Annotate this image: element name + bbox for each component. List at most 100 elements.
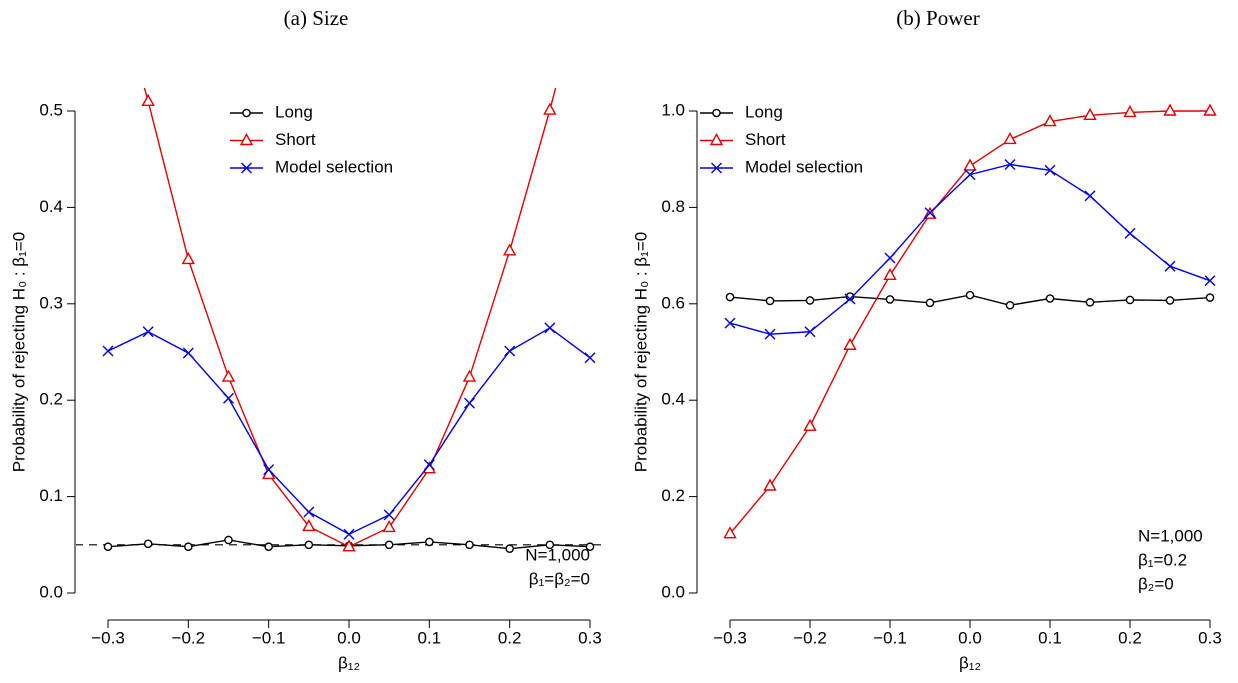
point bbox=[141, 93, 155, 107]
legend-label: Model selection bbox=[745, 157, 863, 176]
point bbox=[584, 352, 596, 364]
point bbox=[224, 535, 233, 545]
x-tick-label: 0.1 bbox=[1038, 628, 1062, 647]
point bbox=[103, 542, 113, 552]
legend-label: Long bbox=[745, 102, 783, 121]
x-tick-label: −0.2 bbox=[172, 628, 206, 647]
point bbox=[544, 322, 556, 334]
point bbox=[504, 345, 516, 357]
x-tick-label: 0.2 bbox=[498, 628, 522, 647]
point bbox=[264, 542, 273, 552]
point bbox=[343, 528, 355, 540]
y-tick-label: 0.4 bbox=[39, 197, 63, 216]
point bbox=[804, 326, 816, 338]
x-tick-label: 0.1 bbox=[418, 628, 442, 647]
legend-marker bbox=[239, 133, 254, 146]
point bbox=[303, 506, 315, 518]
point bbox=[384, 540, 394, 550]
point bbox=[462, 369, 477, 382]
plot-area bbox=[76, 88, 602, 553]
point bbox=[964, 169, 976, 181]
point bbox=[585, 542, 595, 552]
y-axis-label: Probability of rejecting H₀ : β₁=0 bbox=[9, 232, 28, 472]
point bbox=[143, 539, 153, 549]
point bbox=[965, 290, 975, 300]
y-tick-label: 0.1 bbox=[39, 486, 63, 505]
legend-label: Short bbox=[745, 130, 786, 149]
point bbox=[1004, 159, 1016, 170]
x-tick-label: 0.0 bbox=[337, 628, 361, 647]
legend-marker bbox=[712, 108, 721, 118]
point bbox=[142, 326, 154, 338]
y-tick-label: 1.0 bbox=[661, 100, 685, 119]
point bbox=[1083, 107, 1097, 121]
y-tick-label: 0.5 bbox=[39, 100, 63, 119]
point bbox=[545, 540, 555, 550]
point bbox=[304, 540, 314, 550]
point bbox=[1003, 131, 1017, 145]
x-tick-label: 0.3 bbox=[1198, 628, 1222, 647]
point bbox=[182, 347, 194, 359]
x-tick-label: −0.3 bbox=[91, 628, 125, 647]
point bbox=[1085, 298, 1095, 307]
point bbox=[1044, 164, 1056, 176]
annotation: N=1,000 bbox=[525, 545, 590, 564]
series-line bbox=[143, 88, 557, 548]
annotation: N=1,000 bbox=[1138, 526, 1203, 545]
legend-marker bbox=[242, 108, 251, 118]
point bbox=[884, 252, 896, 264]
point bbox=[724, 317, 736, 329]
x-tick-label: 0.3 bbox=[578, 628, 602, 647]
x-tick-label: −0.3 bbox=[713, 628, 747, 647]
point bbox=[1043, 114, 1057, 127]
y-tick-label: 0.0 bbox=[661, 582, 685, 601]
x-tick-label: −0.2 bbox=[793, 628, 827, 647]
point bbox=[1125, 295, 1135, 305]
point bbox=[925, 298, 935, 308]
y-axis-label: Probability of rejecting H₀ : β₁=0 bbox=[631, 232, 650, 472]
plot-area bbox=[723, 103, 1217, 539]
point bbox=[423, 459, 435, 471]
point bbox=[342, 539, 356, 552]
point bbox=[302, 519, 316, 532]
panel-title: (b) Power bbox=[896, 6, 979, 30]
panel-title: (a) Size bbox=[284, 6, 349, 30]
point bbox=[1084, 190, 1096, 202]
point bbox=[885, 295, 895, 304]
point bbox=[1205, 293, 1215, 302]
point bbox=[1124, 227, 1136, 239]
point bbox=[924, 207, 936, 219]
point bbox=[102, 345, 114, 357]
x-tick-label: −0.1 bbox=[252, 628, 286, 647]
point bbox=[505, 544, 514, 553]
y-tick-label: 0.8 bbox=[661, 197, 685, 216]
y-tick-label: 0.6 bbox=[661, 293, 685, 312]
point bbox=[1123, 104, 1137, 118]
point bbox=[543, 102, 557, 115]
y-tick-label: 0.4 bbox=[661, 390, 685, 409]
x-tick-label: 0.0 bbox=[958, 628, 982, 647]
y-tick-label: 0.0 bbox=[39, 582, 63, 601]
point bbox=[725, 292, 735, 302]
series-line bbox=[107, 327, 591, 535]
point bbox=[464, 397, 475, 409]
point bbox=[221, 369, 236, 382]
point bbox=[1204, 275, 1216, 287]
point bbox=[844, 293, 856, 305]
point bbox=[382, 519, 396, 533]
point bbox=[883, 267, 897, 281]
point bbox=[763, 478, 777, 491]
series-line bbox=[729, 163, 1211, 335]
point bbox=[1005, 300, 1015, 310]
annotation: β₁=0.2 bbox=[1138, 550, 1187, 569]
x-axis-label: β₁₂ bbox=[338, 653, 360, 672]
legend-label: Short bbox=[275, 130, 316, 149]
point bbox=[803, 418, 817, 431]
point bbox=[383, 509, 395, 521]
point bbox=[223, 392, 234, 404]
legend-label: Long bbox=[275, 102, 313, 121]
legend-label: Model selection bbox=[275, 157, 393, 176]
y-tick-label: 0.2 bbox=[39, 390, 63, 409]
point bbox=[502, 243, 517, 256]
